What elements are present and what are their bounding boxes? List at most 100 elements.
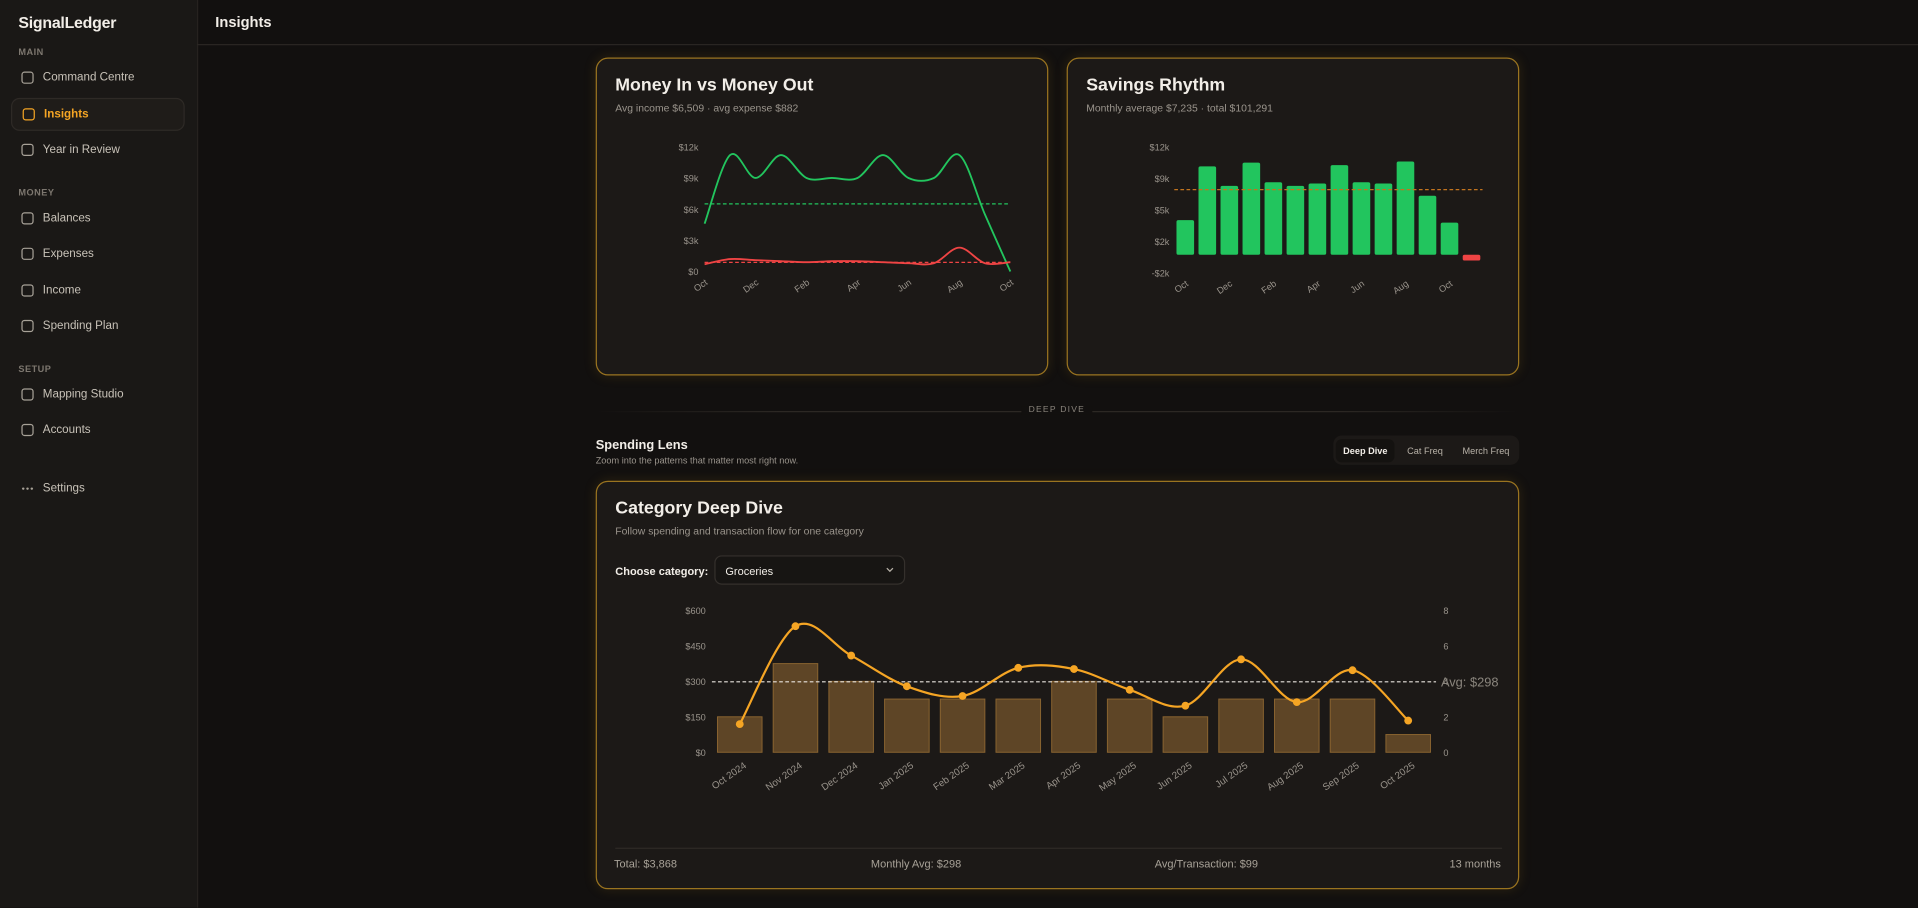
x-tick-label: Apr: [845, 277, 862, 293]
y-tick-label: $300: [685, 677, 705, 687]
footer-separator: [615, 847, 1503, 849]
x-tick-label: Oct 2024: [710, 760, 749, 792]
select-value: Groceries: [725, 565, 774, 578]
icon-shape: [21, 283, 34, 297]
line-point: [735, 720, 744, 729]
brand: SignalLedger: [18, 13, 117, 32]
nav-icon: [21, 319, 34, 333]
tab[interactable]: Merch Freq: [1462, 444, 1510, 456]
nav-item-label: Spending Plan: [42, 319, 119, 333]
nav-item[interactable]: Accounts: [11, 413, 185, 446]
x-tick-label: Jan 2025: [877, 760, 917, 792]
y-tick-label: 0: [1443, 748, 1448, 758]
x-tick-label: Jul 2025: [1214, 760, 1251, 791]
bar: [939, 698, 986, 753]
x-tick-label: Aug: [945, 277, 964, 295]
bar: [1440, 222, 1459, 255]
bar: [1218, 698, 1264, 753]
x-tick-label: Feb: [1260, 278, 1279, 295]
footer-stat: 13 months: [1450, 858, 1502, 870]
nav-icon: [21, 283, 34, 297]
x-tick-label: May 2025: [1097, 760, 1139, 794]
line-series: [703, 152, 1012, 272]
x-tick-label: Mar 2025: [987, 760, 1028, 793]
nav-icon: [22, 487, 34, 490]
line-point: [1292, 698, 1301, 707]
bar: [1385, 734, 1431, 753]
card-subtitle: Follow spending and transaction flow for…: [615, 524, 864, 537]
nav-item[interactable]: Expenses: [11, 237, 185, 270]
icon-shape: [22, 107, 35, 120]
x-tick-label: Apr 2025: [1044, 760, 1083, 792]
nav-item[interactable]: Command Centre: [11, 61, 185, 94]
footer-stat: Monthly Avg: $298: [871, 858, 961, 870]
line-point: [958, 692, 967, 700]
bar: [1308, 183, 1327, 255]
y-tick-label: $6k: [684, 205, 699, 215]
y-tick-label: $600: [685, 606, 705, 616]
section-title: Spending Lens: [595, 437, 688, 453]
y-tick-label: $3k: [684, 236, 699, 246]
icon-dot: [30, 487, 34, 490]
y-tick-label: 8: [1443, 606, 1448, 616]
card: Money In vs Money Out Avg income $6,509 …: [595, 57, 1049, 376]
x-tick-label: Oct: [1437, 278, 1455, 295]
nav-item[interactable]: Year in Review: [11, 133, 185, 166]
line-point: [791, 622, 800, 631]
icon-shape: [21, 211, 34, 224]
bar: [1274, 698, 1320, 753]
tab[interactable]: Deep Dive: [1335, 438, 1395, 462]
nav-item[interactable]: Income: [11, 273, 185, 306]
card-subtitle: Avg income $6,509 · avg expense $882: [615, 101, 799, 114]
nav-icon: [21, 143, 34, 156]
x-tick-label: Oct 2025: [1378, 760, 1417, 792]
category-select[interactable]: Groceries: [714, 555, 906, 585]
bar: [1106, 698, 1153, 753]
nav-item[interactable]: Balances: [11, 201, 185, 234]
nav-icon: [22, 107, 35, 120]
icon-shape: [21, 247, 34, 260]
line-point: [1070, 665, 1078, 673]
line-series: [704, 246, 1011, 266]
y-tick-label: $9k: [1155, 174, 1170, 184]
icon-shape: [21, 71, 34, 84]
bar: [1242, 162, 1261, 255]
y-tick-label: $450: [685, 642, 705, 652]
y-tick-label: $2k: [1155, 237, 1170, 247]
y-tick-label: 4: [1443, 677, 1448, 687]
x-tick-label: Aug: [1391, 278, 1410, 296]
y-tick-label: $9k: [684, 174, 699, 184]
footer-stat: Avg/Transaction: $99: [1155, 858, 1258, 870]
footer-stat: Total: $3,868: [614, 858, 677, 870]
x-tick-label: Apr: [1305, 278, 1322, 294]
nav-icon: [21, 423, 34, 437]
nav-item-label: Income: [42, 283, 81, 297]
y-tick-label: $150: [685, 712, 705, 722]
bar: [884, 698, 930, 753]
line-point: [1014, 663, 1023, 672]
nav-item[interactable]: Mapping Studio: [11, 377, 185, 410]
x-tick-label: Feb 2025: [932, 760, 973, 793]
nav-item[interactable]: Settings: [11, 472, 185, 505]
tab-bar: Deep Dive Cat Freq Merch Freq: [1333, 435, 1520, 465]
page-title: Insights: [215, 13, 272, 31]
nav-item-label: Command Centre: [42, 70, 135, 85]
nav-section-label: SETUP: [18, 362, 52, 374]
nav-section-label: MONEY: [18, 186, 55, 198]
x-tick-label: Aug 2025: [1265, 760, 1306, 793]
section-subtitle: Zoom into the patterns that matter most …: [595, 455, 799, 467]
tab[interactable]: Cat Freq: [1407, 444, 1443, 456]
nav-item-label: Accounts: [42, 423, 91, 437]
nav-item[interactable]: Spending Plan: [11, 309, 185, 342]
bar: [995, 698, 1042, 753]
bar: [1264, 182, 1283, 255]
x-tick-label: Sep 2025: [1321, 760, 1362, 793]
divider-label: DEEP DIVE: [1021, 406, 1093, 415]
y-tick-label: -$2k: [1152, 268, 1170, 278]
bar: [1329, 698, 1376, 753]
bar: [1396, 161, 1415, 255]
nav-item[interactable]: Insights: [11, 97, 185, 131]
x-tick-label: Oct: [998, 277, 1016, 294]
header: Insights: [196, 0, 1918, 46]
